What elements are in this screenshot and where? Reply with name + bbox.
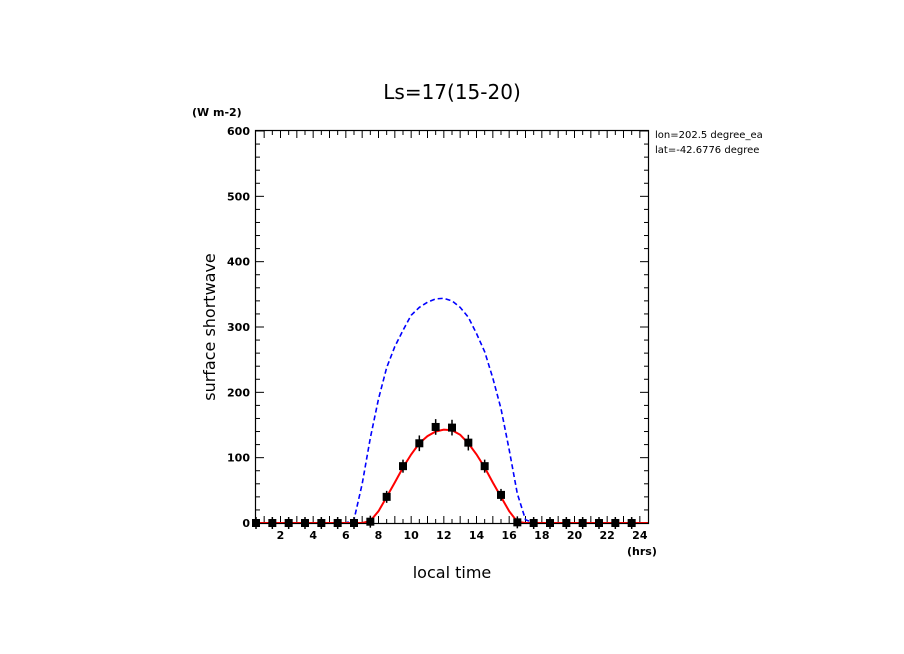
y-tick-label: 600: [227, 125, 250, 138]
data-point: [464, 438, 473, 447]
x-tick-label: 14: [469, 529, 485, 542]
x-tick-label: 16: [502, 529, 518, 542]
x-tick-label: 22: [600, 529, 615, 542]
x-tick-label: 20: [567, 529, 583, 542]
data-point: [480, 462, 489, 471]
x-tick-label: 10: [404, 529, 420, 542]
y-tick-label: 500: [227, 190, 250, 203]
annotation-lat: lat=-42.6776 degree: [655, 145, 759, 156]
x-tick-label: 18: [534, 529, 549, 542]
x-tick-label: 24: [632, 529, 648, 542]
x-unit-label: (hrs): [627, 545, 657, 558]
data-point: [415, 439, 424, 448]
data-point: [497, 490, 505, 499]
y-tick-label: 200: [227, 386, 250, 399]
y-tick-label: 300: [227, 321, 250, 334]
x-axis-label: local time: [413, 563, 492, 582]
y-axis-label: surface shortwave: [200, 253, 219, 401]
data-point: [513, 518, 522, 527]
series-line-2: [256, 428, 648, 524]
y-unit-label: (W m-2): [192, 106, 242, 119]
x-tick-label: 6: [342, 529, 350, 542]
series-line-1: [256, 297, 648, 524]
data-point: [382, 492, 391, 501]
x-tick-label: 4: [309, 529, 317, 542]
y-tick-label: 400: [227, 256, 250, 269]
data-point: [399, 462, 407, 471]
y-tick-label: 100: [227, 452, 250, 465]
plot-frame: [254, 129, 650, 525]
data-point: [431, 422, 440, 431]
x-tick-label: 8: [375, 529, 383, 542]
chart-title: Ls=17(15-20): [383, 80, 521, 104]
x-tick-label: 12: [436, 529, 451, 542]
data-point: [448, 423, 456, 432]
x-tick-label: 2: [277, 529, 285, 542]
y-tick-label: 0: [242, 517, 250, 530]
annotation-lon: lon=202.5 degree_ea: [655, 130, 763, 141]
data-point: [366, 517, 375, 526]
